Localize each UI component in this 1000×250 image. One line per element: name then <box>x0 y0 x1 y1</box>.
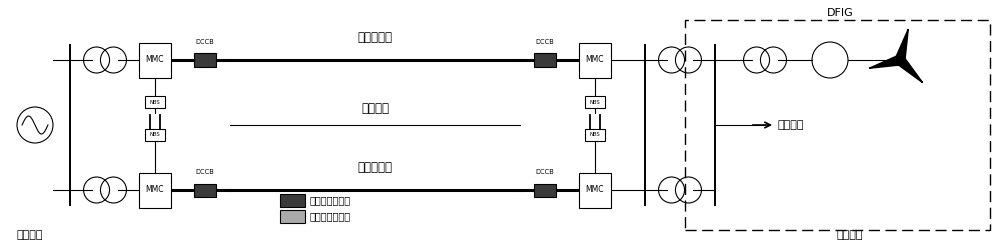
Text: 直流断路器分断: 直流断路器分断 <box>310 212 351 222</box>
Bar <box>194 184 216 196</box>
Text: NBS: NBS <box>590 132 600 138</box>
Text: DCCB: DCCB <box>196 39 214 45</box>
Polygon shape <box>895 29 908 61</box>
Bar <box>585 129 605 141</box>
Bar <box>585 96 605 108</box>
Text: MMC: MMC <box>146 186 164 194</box>
Bar <box>145 129 165 141</box>
Bar <box>139 42 171 78</box>
Text: DFIG: DFIG <box>827 8 853 18</box>
Text: MMC: MMC <box>586 186 604 194</box>
Text: 本地负荷: 本地负荷 <box>778 120 804 130</box>
Circle shape <box>896 56 904 64</box>
Text: DCCB: DCCB <box>536 39 554 45</box>
Text: 孤岛系统: 孤岛系统 <box>837 230 863 240</box>
Text: DCCB: DCCB <box>196 169 214 175</box>
Text: 负极架空线: 负极架空线 <box>358 161 392 174</box>
Bar <box>280 210 305 223</box>
Bar <box>194 54 216 66</box>
Text: DCCB: DCCB <box>536 169 554 175</box>
Text: MMC: MMC <box>586 56 604 64</box>
Text: NBS: NBS <box>590 100 600 104</box>
Bar <box>579 42 611 78</box>
Bar <box>280 194 305 207</box>
Polygon shape <box>869 55 901 68</box>
Bar <box>685 20 990 230</box>
Bar <box>534 54 556 66</box>
Polygon shape <box>896 56 923 83</box>
Text: 金属回线: 金属回线 <box>361 102 389 115</box>
Text: 正极架空线: 正极架空线 <box>358 31 392 44</box>
Bar <box>534 184 556 196</box>
Bar <box>145 96 165 108</box>
Text: NBS: NBS <box>150 100 160 104</box>
Text: MMC: MMC <box>146 56 164 64</box>
Text: 交流系统: 交流系统 <box>17 230 43 240</box>
Text: 直流断路器闭合: 直流断路器闭合 <box>310 196 351 205</box>
Text: NBS: NBS <box>150 132 160 138</box>
Bar <box>139 172 171 208</box>
Bar <box>579 172 611 208</box>
